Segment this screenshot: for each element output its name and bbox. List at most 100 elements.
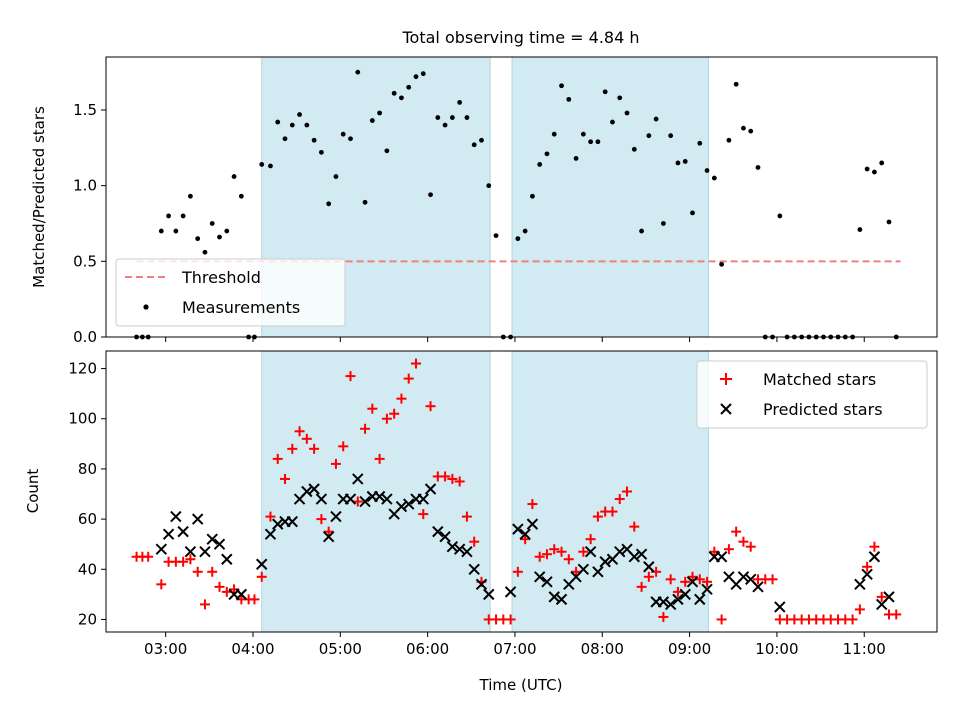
measurement-point <box>318 149 324 155</box>
predicted-star-point <box>359 495 371 508</box>
legend-measurements-label: Measurements <box>182 298 300 317</box>
matched-star-point <box>265 511 276 522</box>
measurement-point <box>872 169 877 175</box>
matched-star-point <box>323 526 334 537</box>
predicted-star-point <box>177 525 189 538</box>
count-panel: 20 40 60 80 100 120 03:00 04:00 05:00 06:00 07:00… <box>24 350 938 694</box>
observing-window <box>511 56 710 338</box>
matched-star-point <box>687 571 698 582</box>
x-tick-label: 06:00 <box>406 640 449 658</box>
matched-star-point <box>680 576 691 587</box>
matched-star-point <box>360 423 371 434</box>
legend-predicted-swatch <box>720 403 732 415</box>
ratio-y-ticks: 0.0 0.5 1.0 1.5 <box>73 101 106 346</box>
predicted-star-point <box>694 593 706 606</box>
matched-star-point <box>745 541 756 552</box>
measurement-point <box>857 227 863 232</box>
measurement-point <box>399 95 404 101</box>
measurement-point <box>180 213 186 219</box>
matched-star-point <box>607 506 618 517</box>
matched-star-point <box>854 604 865 615</box>
matched-star-point <box>396 393 407 404</box>
measurement-point <box>173 228 179 234</box>
measurement-point <box>457 100 463 105</box>
measurement-point <box>617 95 623 101</box>
matched-star-point <box>207 566 218 577</box>
legend-matched-swatch <box>720 373 732 385</box>
x-tick-label: 04:00 <box>231 640 274 658</box>
count-x-ticks: 03:00 04:00 05:00 06:00 07:00 08:00 09:00 10:00… <box>144 632 886 658</box>
matched-star-point <box>534 551 545 562</box>
measurement-point <box>610 119 615 125</box>
predicted-star-point <box>170 510 182 523</box>
legend-measurements-swatch <box>143 304 149 310</box>
matched-star-point <box>185 554 196 565</box>
predicted-star-point <box>352 473 364 485</box>
matched-star-point <box>403 373 414 384</box>
matched-star-point <box>869 541 880 552</box>
predicted-star-point <box>592 566 604 578</box>
matched-star-point <box>541 549 552 560</box>
predicted-star-point <box>344 493 357 505</box>
matched-star-point <box>192 566 203 577</box>
measurement-point <box>217 234 222 240</box>
predicted-star-point <box>526 518 539 530</box>
matched-star-point <box>578 546 589 557</box>
matched-star-point <box>847 614 858 625</box>
predicted-star-point <box>774 601 786 613</box>
predicted-star-point <box>439 530 451 543</box>
y-tick-label: 120 <box>68 360 97 378</box>
predicted-star-point <box>672 593 684 606</box>
matched-star-point <box>178 556 189 567</box>
matched-stars-series <box>131 358 902 625</box>
predicted-star-point <box>272 518 284 530</box>
measurement-point <box>377 110 383 116</box>
matched-star-point <box>454 476 465 487</box>
measurement-point <box>639 228 644 234</box>
matched-star-point <box>221 586 232 597</box>
predicted-star-point <box>504 586 517 598</box>
matched-star-point <box>447 473 458 484</box>
measurement-point <box>231 174 237 179</box>
measurement-point <box>588 139 594 145</box>
measurement-point <box>573 156 579 161</box>
measurement-point <box>435 115 441 120</box>
matched-star-point <box>571 566 582 577</box>
measurement-point <box>275 119 281 125</box>
matched-star-point <box>330 458 341 469</box>
y-tick-label: 1.0 <box>73 177 97 195</box>
x-tick-label: 08:00 <box>581 640 624 658</box>
predicted-star-point <box>403 498 415 510</box>
predicted-star-point <box>701 583 713 596</box>
measurement-point <box>690 210 695 216</box>
predicted-star-point <box>308 483 320 495</box>
measurement-point <box>362 199 368 205</box>
predicted-star-point <box>206 533 218 545</box>
matched-star-point <box>309 443 320 454</box>
legend-threshold-label: Threshold <box>181 268 261 287</box>
measurement-point <box>428 192 433 198</box>
measurement-point <box>602 89 608 95</box>
predicted-star-point <box>715 551 728 563</box>
measurement-point <box>158 228 164 234</box>
y-tick-label: 20 <box>78 610 97 628</box>
measurement-point <box>595 139 601 145</box>
legend-predicted-label: Predicted stars <box>763 400 883 419</box>
measurement-point <box>624 110 630 116</box>
matched-star-point <box>301 433 312 444</box>
predicted-star-point <box>679 588 691 601</box>
measurement-point <box>224 228 230 234</box>
matched-star-point <box>738 536 749 547</box>
predicted-star-point <box>861 568 873 581</box>
measurement-point <box>268 163 273 169</box>
matched-star-point <box>199 599 210 610</box>
x-tick-label: 10:00 <box>755 640 798 658</box>
measurement-point <box>297 112 302 117</box>
measurement-point <box>631 146 637 152</box>
matched-star-point <box>563 554 574 565</box>
predicted-star-point <box>381 493 393 505</box>
measurement-point <box>289 122 295 128</box>
legend-matched-label: Matched stars <box>763 370 876 389</box>
predicted-star-point <box>424 483 437 495</box>
measurement-point <box>311 137 317 143</box>
